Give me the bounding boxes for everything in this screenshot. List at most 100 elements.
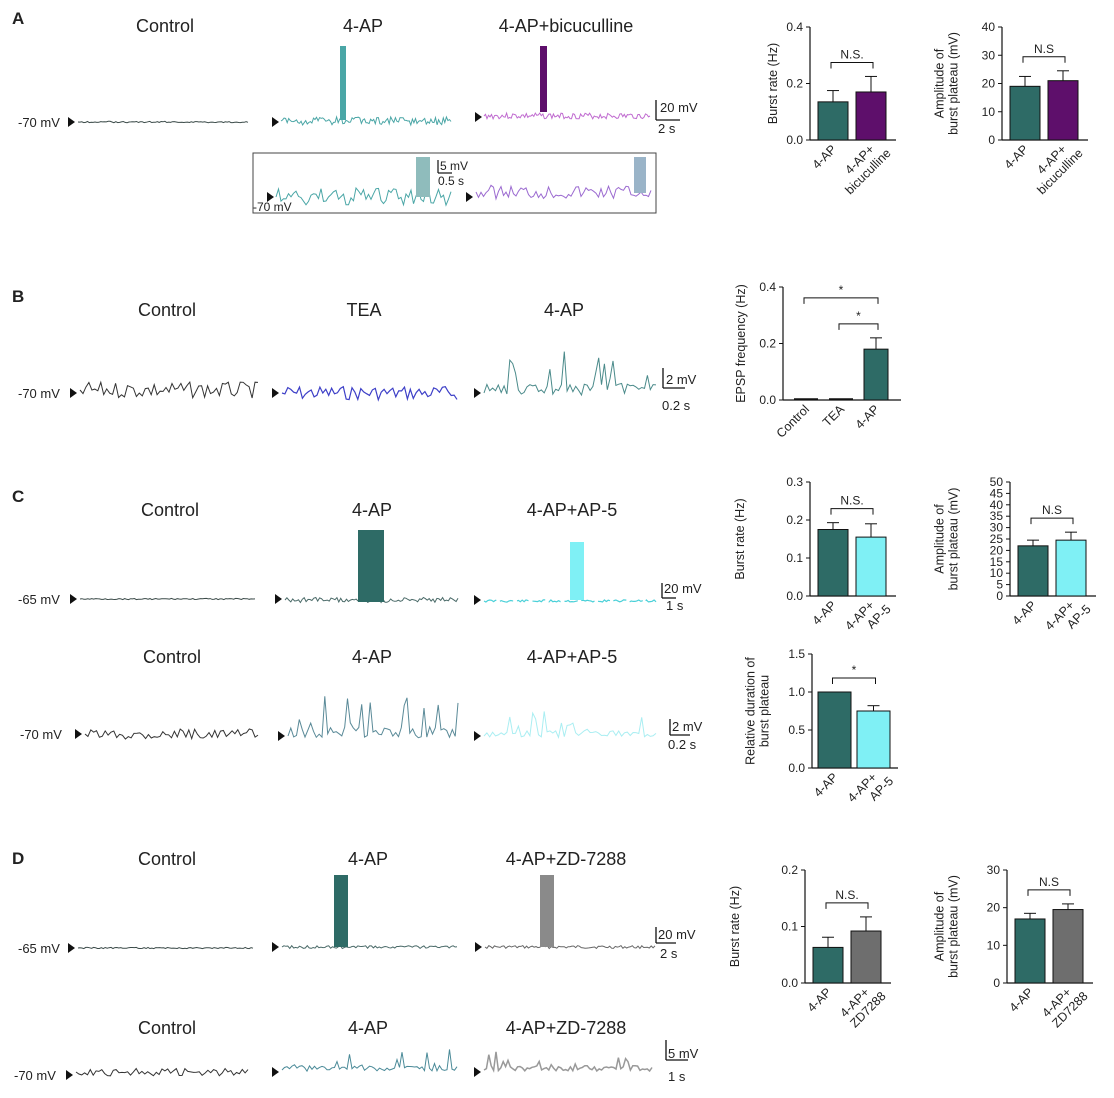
y-tick-label: 1.5	[788, 647, 805, 661]
panel-c-row1-marker-control	[70, 594, 77, 604]
panel-d-row1-title-zd: 4-AP+ZD-7288	[506, 849, 627, 869]
panel-d-row1-trace-4ap	[281, 944, 458, 950]
y-tick-label: 10	[987, 938, 1001, 952]
panel-a-trace-4ap	[280, 115, 452, 127]
y-tick-label: 0.2	[786, 513, 803, 527]
panel-d-row1-marker-4ap	[272, 942, 279, 952]
significance-bracket	[1027, 889, 1071, 896]
panel-c-row1-title-ap5: 4-AP+AP-5	[527, 500, 618, 520]
x-tick-label: TEA	[820, 402, 848, 430]
significance-label: *	[839, 283, 844, 297]
panel-c-row1-burst-4ap	[358, 530, 384, 602]
panel-b-trace-tea	[281, 385, 458, 402]
panel-d-row2-trace-control	[75, 1067, 249, 1077]
panel-d-row2-resting-label: -70 mV	[14, 1068, 56, 1083]
panel-b-marker-4ap	[474, 388, 481, 398]
panel-c-row1-burst-ap5	[570, 542, 584, 600]
y-tick-label: 20	[987, 901, 1001, 915]
panel-d-row2-title-zd: 4-AP+ZD-7288	[506, 1018, 627, 1038]
x-tick-label: 4-AP+bicuculline	[1024, 136, 1085, 197]
panel-d-row1-scale-t-label: 2 s	[660, 946, 678, 961]
panel-c-row1-title-control: Control	[141, 500, 199, 520]
y-tick-label: 1.0	[788, 685, 805, 699]
panel-d-row2-trace-zd	[483, 1051, 653, 1073]
x-tick-label: 4-AP+ZD7288	[1039, 979, 1091, 1031]
panel-d-row1-resting-label: -65 mV	[18, 941, 60, 956]
panel-c-row2-trace-control	[84, 728, 259, 741]
bar	[1014, 918, 1046, 984]
panel-c-row2-marker-ap5	[474, 731, 481, 741]
significance-bracket	[830, 508, 874, 515]
panel-a-scale-t-label: 2 s	[658, 121, 676, 136]
chart-c-burst-rate: 0.0 0.1 0.2 0.3 Burst rate (Hz) 4-AP 4-AP+AP-5…	[733, 475, 896, 643]
panel-a-trace-bicuculline	[483, 111, 651, 121]
panel-a-inset-burst-bicuculline	[634, 157, 646, 193]
significance-label: *	[856, 309, 861, 323]
y-tick-label: 0.4	[759, 280, 776, 294]
panel-c-row2-resting-label: -70 mV	[20, 727, 62, 742]
significance-bracket	[825, 902, 869, 909]
bar	[817, 529, 849, 597]
significance-label: N.S	[1042, 503, 1062, 517]
y-tick-label: 0.2	[781, 863, 798, 877]
bar	[855, 91, 887, 141]
panel-c-row1-trace-control	[79, 597, 256, 601]
chart-d-amplitude: 0 10 20 30 Amplitude ofburst plateau (mV) 4-A…	[932, 863, 1093, 1030]
bar	[1017, 545, 1049, 597]
panel-a-resting-label: -70 mV	[18, 115, 60, 130]
panel-a-inset-scale-t-label: 0.5 s	[438, 174, 464, 188]
y-axis-label: Amplitude ofburst plateau (mV)	[932, 875, 960, 978]
panel-a-inset-scale-v-label: 5 mV	[440, 159, 468, 173]
significance-bracket	[830, 61, 874, 69]
bar	[863, 348, 889, 401]
panel-c-row1-trace-ap5	[483, 599, 657, 603]
bar	[855, 536, 887, 597]
panel-b-title-control: Control	[138, 300, 196, 320]
significance-bracket	[832, 677, 876, 684]
panel-d-row2-title-control: Control	[138, 1018, 196, 1038]
y-tick-label: 0.1	[786, 551, 803, 565]
significance-label: N.S.	[835, 888, 858, 902]
y-tick-label: 0.3	[786, 475, 803, 489]
panel-d-row2-marker-4ap	[272, 1067, 279, 1077]
panel-a-inset-marker-2	[466, 192, 473, 202]
y-tick-label: 20	[982, 77, 996, 91]
panel-a-marker-control	[68, 117, 75, 127]
panel-d-row2-marker-zd	[474, 1067, 481, 1077]
panel-b-title-4ap: 4-AP	[544, 300, 584, 320]
panel-c-row2-marker-control	[75, 729, 82, 739]
panel-a-title-bicuculline: 4-AP+bicuculline	[499, 16, 634, 36]
y-tick-label: 30	[990, 521, 1004, 535]
x-tick-label: 4-AP	[811, 770, 841, 800]
panel-d-row1-marker-zd	[475, 942, 482, 952]
x-tick-label: Control	[774, 402, 812, 440]
bar	[1009, 85, 1041, 141]
panel-c-row2-trace-ap5	[483, 711, 657, 739]
y-axis-label: Burst rate (Hz)	[728, 886, 742, 967]
panel-a-title-4ap: 4-AP	[343, 16, 383, 36]
bar	[812, 946, 844, 984]
panel-c-row2-title-control: Control	[143, 647, 201, 667]
bar	[1052, 909, 1084, 984]
y-tick-label: 0.2	[759, 337, 776, 351]
y-axis-label: Relative duration ofburst plateau	[743, 657, 771, 765]
y-tick-label: 0.0	[786, 589, 803, 603]
x-tick-label: 4-AP+ZD7288	[837, 979, 889, 1031]
y-tick-label: 40	[982, 20, 996, 34]
panel-d-row2-title-4ap: 4-AP	[348, 1018, 388, 1038]
significance-bracket	[838, 323, 879, 330]
panel-b-resting-label: -70 mV	[18, 386, 60, 401]
y-tick-label: 35	[990, 509, 1004, 523]
panel-d-row1-trace-zd	[484, 944, 656, 950]
x-tick-label: 4-AP+AP-5	[842, 592, 893, 643]
panel-a-inset-resting-label: -70 mV	[253, 200, 292, 214]
panel-a-marker-bicuculline	[475, 112, 482, 122]
y-tick-label: 0.2	[786, 77, 803, 91]
y-axis-label: Burst rate (Hz)	[733, 498, 747, 579]
y-tick-label: 0.4	[786, 20, 803, 34]
panel-b-scale-v-label: 2 mV	[666, 372, 697, 387]
significance-label: N.S.	[840, 494, 863, 508]
panel-b-title-tea: TEA	[346, 300, 381, 320]
panel-c-row1-marker-ap5	[474, 595, 481, 605]
